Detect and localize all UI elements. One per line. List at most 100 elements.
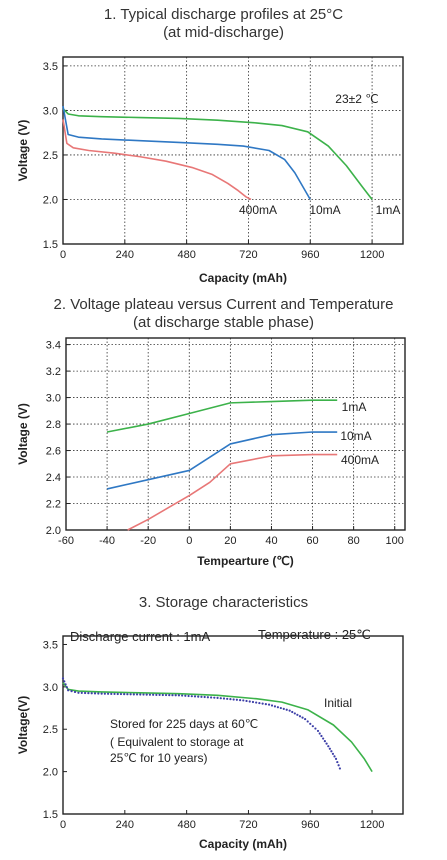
data-point xyxy=(80,691,83,695)
y-tick-label: 2.8 xyxy=(46,419,61,431)
series-label: 10mA xyxy=(340,429,371,443)
data-point xyxy=(190,695,193,698)
y-tick-label: 2.5 xyxy=(43,724,58,736)
y-tick-label: 2.6 xyxy=(46,446,61,458)
data-point xyxy=(113,692,116,696)
data-point xyxy=(155,693,158,696)
x-tick-label: -40 xyxy=(99,535,115,547)
data-point xyxy=(177,694,181,697)
series-label: 400mA xyxy=(341,453,379,467)
series-line xyxy=(62,682,373,773)
data-point xyxy=(119,692,123,696)
data-point xyxy=(285,708,288,711)
y-tick-label: 2.0 xyxy=(43,767,58,779)
x-tick-label: -20 xyxy=(140,535,156,547)
data-point xyxy=(63,680,66,683)
data-point xyxy=(164,693,168,697)
data-point xyxy=(87,692,90,695)
data-point xyxy=(148,693,152,696)
data-point xyxy=(328,747,331,750)
data-point xyxy=(216,696,219,699)
data-point xyxy=(97,692,100,695)
data-point xyxy=(106,692,110,695)
series-label: 10mA xyxy=(309,203,340,217)
y-tick-label: 3.5 xyxy=(43,61,58,73)
x-tick-label: 720 xyxy=(239,819,257,831)
data-point xyxy=(337,764,340,767)
chart-3-title: 3. Storage characteristics xyxy=(138,594,309,611)
series-line xyxy=(127,453,338,531)
annotation: ( Equivalent to storage at xyxy=(110,735,244,749)
x-tick-label: 40 xyxy=(265,535,277,547)
data-point xyxy=(322,737,325,740)
data-point xyxy=(126,693,129,696)
data-point xyxy=(142,693,145,696)
data-point xyxy=(255,701,258,704)
data-point xyxy=(264,703,267,706)
plot-frame xyxy=(62,635,404,815)
y-tick-label: 3.0 xyxy=(43,682,58,694)
data-point xyxy=(213,696,216,699)
x-axis-label: Capacity (mAh) xyxy=(199,271,287,285)
series-line xyxy=(62,108,373,200)
data-point xyxy=(210,696,213,699)
data-point xyxy=(197,695,200,698)
data-point xyxy=(331,752,335,755)
x-tick-label: -60 xyxy=(58,535,74,547)
data-point xyxy=(314,727,317,730)
data-point xyxy=(184,694,187,697)
x-tick-label: 100 xyxy=(386,535,404,547)
y-axis-label: Voltage (V) xyxy=(16,120,30,182)
data-point xyxy=(226,697,229,700)
y-tick-label: 3.2 xyxy=(46,366,61,378)
x-tick-label: 480 xyxy=(177,249,195,261)
x-tick-label: 60 xyxy=(306,535,318,547)
data-point xyxy=(288,709,291,712)
data-point xyxy=(251,700,255,704)
data-point xyxy=(248,700,251,703)
series-label: Initial xyxy=(324,696,352,710)
data-point xyxy=(311,725,314,728)
x-tick-label: 0 xyxy=(60,249,66,261)
data-point xyxy=(103,692,106,695)
y-tick-label: 1.5 xyxy=(43,809,58,821)
data-point xyxy=(301,716,304,719)
chart-1-subtitle: (at mid-discharge) xyxy=(163,24,284,41)
data-point xyxy=(232,698,235,701)
series-dots xyxy=(61,677,341,770)
data-point xyxy=(336,760,339,764)
data-point xyxy=(64,683,67,686)
data-point xyxy=(320,734,323,738)
chart-3-svg: 0 240 480 720 960 1200 1.5 2.0 2.5 3.0 3.5 Capacity… xyxy=(16,627,404,851)
data-point xyxy=(222,697,226,700)
chart-2-title: 2. Voltage plateau versus Current and Te… xyxy=(53,296,394,313)
data-point xyxy=(279,706,282,710)
data-point xyxy=(270,704,274,707)
data-point xyxy=(110,692,113,695)
data-point xyxy=(334,757,338,761)
series-line xyxy=(62,105,311,200)
data-point xyxy=(139,693,142,696)
series-label: 400mA xyxy=(239,203,277,217)
chart-1-title: 1. Typical discharge profiles at 25°C xyxy=(103,6,344,23)
data-point xyxy=(90,692,93,695)
data-point xyxy=(238,699,242,702)
series-line xyxy=(62,119,252,201)
x-tick-label: 720 xyxy=(239,249,257,261)
series-line xyxy=(106,399,338,433)
x-tick-label: 960 xyxy=(301,249,319,261)
data-point xyxy=(330,750,333,753)
y-tick-label: 3.0 xyxy=(46,393,61,405)
y-tick-label: 2.0 xyxy=(43,194,58,206)
y-tick-label: 3.5 xyxy=(43,639,58,651)
data-point xyxy=(318,732,321,735)
annotation: Temperature : 25℃ xyxy=(258,627,371,642)
series-line xyxy=(106,431,338,490)
data-point xyxy=(181,694,184,697)
x-axis-label: Tempearture (℃) xyxy=(197,554,294,568)
data-point xyxy=(123,693,126,696)
data-point xyxy=(327,745,330,748)
plot-frame xyxy=(65,337,406,531)
data-point xyxy=(158,693,161,697)
chart-2-svg: -60 -40 -20 0 20 40 60 80 100 2.0 2.2 2.4 2.6 2.8 3.0 3… xyxy=(16,337,406,568)
